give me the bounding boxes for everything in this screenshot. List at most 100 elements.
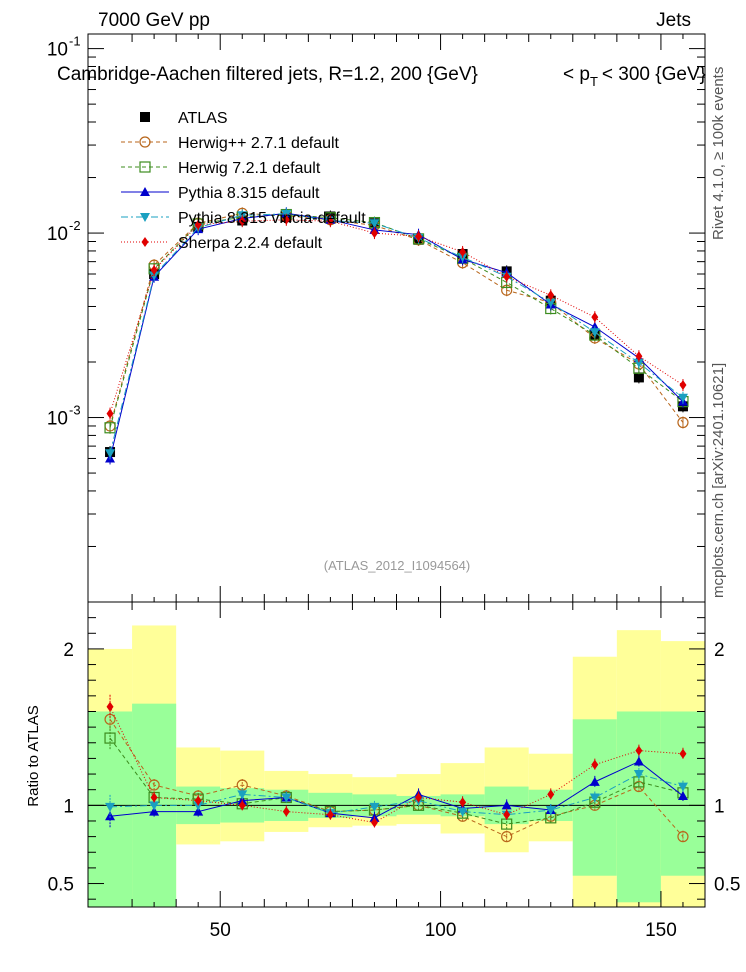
data-point-vincia <box>633 358 644 368</box>
legend-marker-atlas <box>140 112 150 122</box>
ratio-series-sherpa <box>106 694 687 829</box>
plot-title-pt-range: < 300 {GeV} <box>602 64 706 85</box>
ratio-point-vincia <box>149 801 160 811</box>
data-point-herwigpp <box>677 416 689 429</box>
ratio-point-sherpa <box>459 797 467 808</box>
ratio-point-vincia <box>193 801 204 811</box>
data-point-herwig7 <box>104 422 116 434</box>
ratio-point-pythia <box>193 806 204 816</box>
energy-label: 7000 GeV pp <box>98 10 210 31</box>
ratio-axes: 0.5 0.5 1 1 2 2 50 100 150 <box>48 602 740 941</box>
ratio-point-vincia <box>457 807 468 817</box>
ratio-series-vincia <box>105 768 688 821</box>
series-line-sherpa <box>109 219 684 414</box>
ratio-point-pythia <box>677 790 688 800</box>
legend-label: Pythia 8.315 vincia-default <box>178 210 366 227</box>
legend-marker-sherpa <box>141 237 149 247</box>
ratio-y-tick-label: 0.5 <box>48 875 74 896</box>
y-tick-exponent: -3 <box>69 403 81 418</box>
data-point-sherpa <box>106 408 114 419</box>
series-line-vincia <box>109 213 684 454</box>
x-tick-label: 50 <box>210 920 231 941</box>
ratio-point-sherpa <box>282 806 290 817</box>
ratio-point-pythia <box>105 811 116 821</box>
data-point-sherpa <box>194 219 202 230</box>
ratio-point-sherpa <box>326 809 334 820</box>
data-point-sherpa <box>238 216 246 227</box>
inner-band-bin <box>616 711 661 903</box>
legend-label: Herwig 7.2.1 default <box>178 160 321 177</box>
ratio-point-vincia <box>237 790 248 800</box>
y-tick-label: 10 <box>47 409 68 430</box>
legend-label: Sherpa 2.2.4 default <box>178 235 323 252</box>
data-point-vincia <box>369 219 380 229</box>
ratio-point-pythia <box>149 806 160 816</box>
ratio-point-sherpa <box>547 789 555 800</box>
data-point-vincia <box>545 298 556 308</box>
x-tick-label: 150 <box>645 920 677 941</box>
ratio-point-sherpa <box>635 745 643 756</box>
ratio-point-vincia <box>633 770 644 780</box>
data-point-sherpa <box>503 271 511 282</box>
data-point-sherpa <box>415 231 423 242</box>
ratio-point-sherpa <box>591 759 599 770</box>
data-point-sherpa <box>282 214 290 225</box>
analysis-id: (ATLAS_2012_I1094564) <box>324 558 470 573</box>
ratio-point-pythia <box>501 800 512 810</box>
ratio-point-vincia <box>105 802 116 812</box>
legend: ATLAS Herwig++ 2.7.1 default Herwig 7.2.1 … <box>121 110 366 252</box>
data-point-vincia <box>589 328 600 338</box>
legend-marker-herwigpp <box>139 136 151 148</box>
ratio-point-sherpa <box>370 817 378 828</box>
ratio-point-herwigpp <box>148 779 160 791</box>
ratio-y-tick-label-right: 0.5 <box>714 875 740 896</box>
ratio-line-vincia <box>110 773 684 816</box>
legend-label: Pythia 8.315 default <box>178 185 320 202</box>
ratio-point-sherpa <box>503 809 511 820</box>
ratio-y-tick-label: 1 <box>63 796 74 817</box>
ratio-point-vincia <box>677 782 688 792</box>
ratio-point-sherpa <box>238 800 246 811</box>
data-point-sherpa <box>591 312 599 323</box>
x-tick-label: 100 <box>425 920 457 941</box>
ratio-point-vincia <box>589 793 600 803</box>
data-point-vincia <box>677 393 688 403</box>
ratio-point-vincia <box>281 793 292 803</box>
ratio-point-vincia <box>545 806 556 816</box>
data-point-sherpa <box>370 228 378 239</box>
data-point-sherpa <box>547 290 555 301</box>
ratio-point-sherpa <box>106 701 114 712</box>
legend-marker-pythia <box>140 187 150 196</box>
ratio-point-herwigpp <box>501 831 513 843</box>
legend-marker-vincia <box>140 213 150 222</box>
plot-title-pt-subscript: T <box>590 74 598 89</box>
legend-label: Herwig++ 2.7.1 default <box>178 135 340 152</box>
y-tick-exponent: -1 <box>69 34 81 49</box>
ratio-y-tick-label: 2 <box>63 640 74 661</box>
ratio-point-sherpa <box>415 792 423 803</box>
mcplots-label: mcplots.cern.ch [arXiv:2401.10621] <box>710 363 727 598</box>
jets-label: Jets <box>656 10 691 31</box>
data-point-sherpa <box>150 265 158 276</box>
main-series-group <box>104 207 689 465</box>
data-point-atlas <box>633 372 644 383</box>
ratio-point-sherpa <box>194 795 202 806</box>
data-point-sherpa <box>459 246 467 257</box>
series-sherpa <box>106 213 687 420</box>
ratio-uncertainty-bands <box>88 625 705 907</box>
ratio-point-pythia <box>633 756 644 766</box>
ratio-y-tick-label-right: 1 <box>714 796 725 817</box>
ratio-point-vincia <box>369 802 380 812</box>
y-tick-label: 10 <box>47 40 68 61</box>
plot-title-pt: < pT < 300 {GeV} <box>563 64 706 89</box>
legend-label: ATLAS <box>178 110 228 127</box>
main-y-axis: 10-310-210-1 <box>47 34 706 603</box>
plot-title: Cambridge-Aachen filtered jets, R=1.2, 2… <box>57 64 478 85</box>
ratio-point-pythia <box>589 776 600 786</box>
ratio-line-sherpa <box>109 706 683 824</box>
data-point-sherpa <box>635 351 643 362</box>
y-tick-exponent: -2 <box>69 218 81 233</box>
ratio-point-sherpa <box>679 748 687 759</box>
series-line-pythia <box>109 212 684 459</box>
